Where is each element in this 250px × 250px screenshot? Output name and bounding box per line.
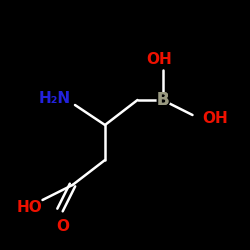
Text: OH: OH [202,111,228,126]
Text: B: B [156,91,169,109]
Text: B: B [156,91,169,109]
Text: HO: HO [17,200,43,215]
Text: O: O [56,219,69,234]
Text: OH: OH [146,52,172,68]
Text: H₂N: H₂N [39,91,71,106]
